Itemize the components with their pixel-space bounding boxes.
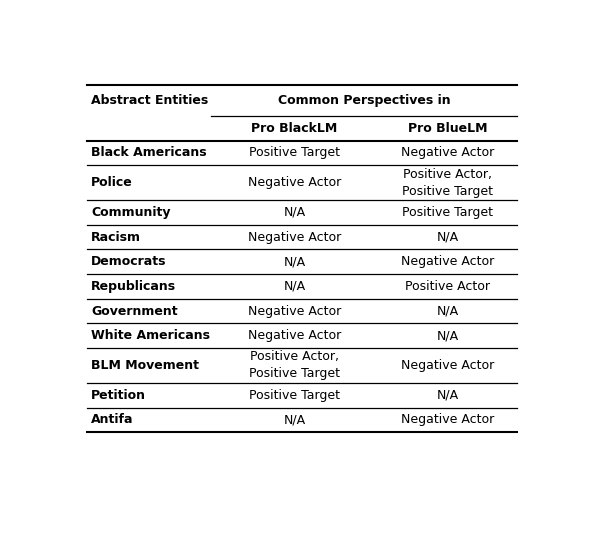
Text: Common Perspectives in: Common Perspectives in xyxy=(278,94,450,107)
Text: Republicans: Republicans xyxy=(91,280,176,293)
Text: Government: Government xyxy=(91,305,178,317)
Text: N/A: N/A xyxy=(283,255,306,268)
Text: N/A: N/A xyxy=(283,280,306,293)
Text: Pro BlueLM: Pro BlueLM xyxy=(408,122,487,135)
Text: Negative Actor: Negative Actor xyxy=(401,146,494,160)
Text: Positive Actor,
Positive Target: Positive Actor, Positive Target xyxy=(402,168,493,198)
Text: BLM Movement: BLM Movement xyxy=(91,359,199,372)
Text: Racism: Racism xyxy=(91,231,141,243)
Text: White Americans: White Americans xyxy=(91,329,210,342)
Text: Negative Actor: Negative Actor xyxy=(248,231,341,243)
Text: Petition: Petition xyxy=(91,389,146,402)
Text: N/A: N/A xyxy=(437,305,458,317)
Text: Positive Actor,
Positive Target: Positive Actor, Positive Target xyxy=(249,351,340,380)
Text: Positive Actor: Positive Actor xyxy=(405,280,490,293)
Text: Negative Actor: Negative Actor xyxy=(401,255,494,268)
Text: Positive Target: Positive Target xyxy=(249,389,340,402)
Text: Negative Actor: Negative Actor xyxy=(401,413,494,426)
Text: N/A: N/A xyxy=(283,413,306,426)
Text: Community: Community xyxy=(91,206,171,219)
Text: Democrats: Democrats xyxy=(91,255,166,268)
Text: Black Americans: Black Americans xyxy=(91,146,206,160)
Text: Positive Target: Positive Target xyxy=(402,206,493,219)
Text: Antifa: Antifa xyxy=(91,413,133,426)
Text: Pro BlackLM: Pro BlackLM xyxy=(251,122,337,135)
Text: Abstract Entities: Abstract Entities xyxy=(91,94,208,107)
Text: Police: Police xyxy=(91,176,133,189)
Text: N/A: N/A xyxy=(437,231,458,243)
Text: N/A: N/A xyxy=(283,206,306,219)
Text: Negative Actor: Negative Actor xyxy=(401,359,494,372)
Text: N/A: N/A xyxy=(437,389,458,402)
Text: Negative Actor: Negative Actor xyxy=(248,176,341,189)
Text: Negative Actor: Negative Actor xyxy=(248,305,341,317)
Text: Positive Target: Positive Target xyxy=(249,146,340,160)
Text: Negative Actor: Negative Actor xyxy=(248,329,341,342)
Text: N/A: N/A xyxy=(437,329,458,342)
